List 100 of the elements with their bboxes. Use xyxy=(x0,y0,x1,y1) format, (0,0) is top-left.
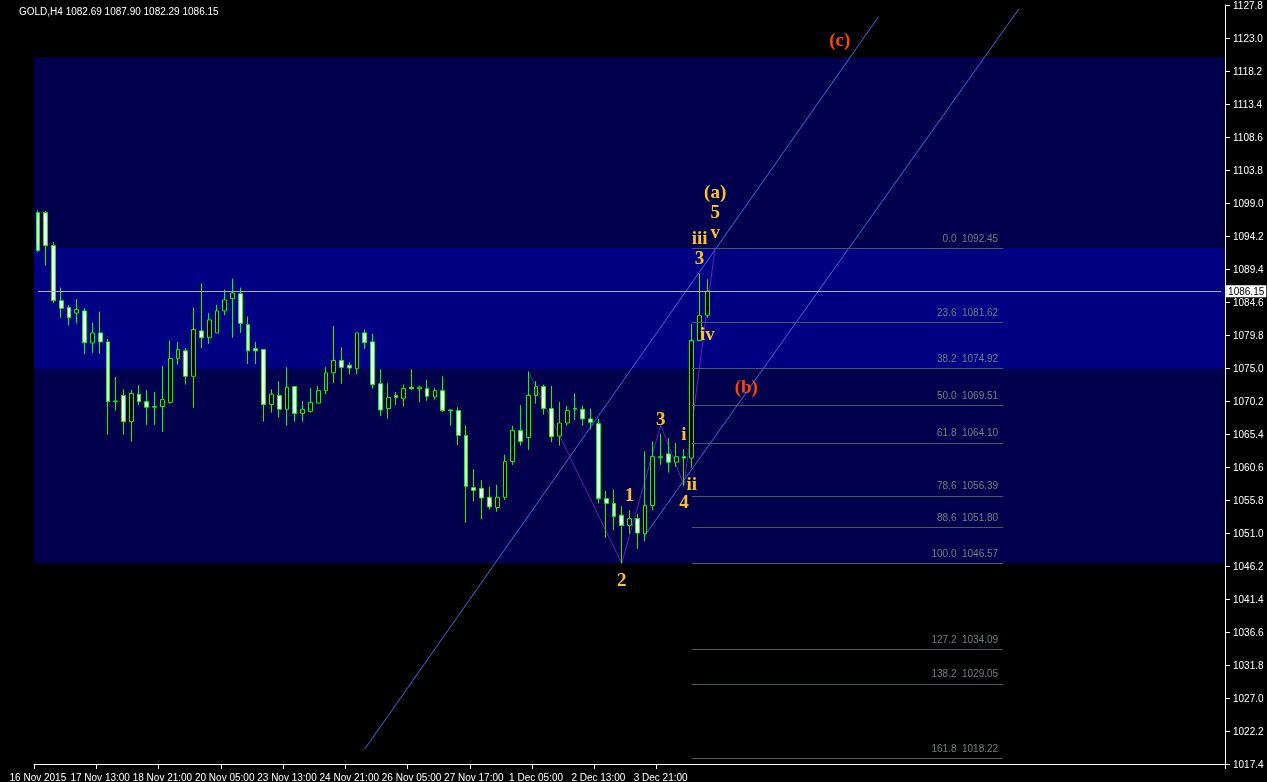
candlestick xyxy=(347,362,352,375)
candlestick xyxy=(316,385,321,404)
annotation: (c) xyxy=(829,28,851,51)
candlestick xyxy=(627,509,632,535)
annotation: 5 xyxy=(710,201,720,223)
ref-line-label: 0.0 1092.45 xyxy=(942,232,999,244)
candlestick xyxy=(417,385,422,403)
annotation: v xyxy=(710,221,721,243)
y-tick-label: 1127.8 xyxy=(1233,0,1264,11)
y-tick-label: 1099.0 xyxy=(1233,197,1265,209)
x-tick-label: 24 Nov 21:00 xyxy=(319,771,380,782)
candlestick xyxy=(168,340,173,405)
candlestick xyxy=(67,304,71,326)
candlestick xyxy=(300,400,305,423)
x-tick-label: 3 Dec 21:00 xyxy=(633,771,689,782)
candlestick xyxy=(464,425,468,524)
candlestick xyxy=(549,385,554,443)
candlestick xyxy=(230,278,235,339)
candlestick xyxy=(246,315,250,365)
candlestick xyxy=(456,406,461,446)
ref-line-label: 38.2 1074.92 xyxy=(936,353,999,365)
y-tick-label: 1070.2 xyxy=(1233,395,1265,407)
candlestick xyxy=(106,338,110,436)
candlestick xyxy=(541,384,546,416)
candlestick xyxy=(261,348,266,423)
candlestick xyxy=(580,405,585,427)
candlestick xyxy=(573,392,577,421)
y-tick-label: 1060.6 xyxy=(1233,461,1265,473)
candlestick xyxy=(705,278,710,319)
y-tick-label: 1022.2 xyxy=(1233,725,1265,737)
candlestick xyxy=(285,366,289,427)
x-tick-label: 16 Nov 2015 xyxy=(9,771,67,782)
candlestick xyxy=(565,405,570,427)
candlestick xyxy=(152,391,157,426)
candlestick xyxy=(113,376,118,412)
candlestick xyxy=(510,425,515,466)
candlestick xyxy=(137,384,141,406)
y-tick-label: 1036.6 xyxy=(1233,626,1265,638)
y-tick-label: 1108.6 xyxy=(1233,131,1264,143)
candlestick xyxy=(526,370,531,451)
annotation: 2 xyxy=(616,568,627,590)
ref-line-label: 61.8 1064.10 xyxy=(936,427,999,439)
y-tick-label: 1051.0 xyxy=(1233,527,1265,539)
candlestick xyxy=(596,418,601,504)
candlestick xyxy=(604,490,609,539)
candlestick xyxy=(440,375,445,413)
annotation: iii xyxy=(691,227,708,249)
y-tick-label: 1094.2 xyxy=(1233,230,1265,242)
y-tick-label: 1089.4 xyxy=(1233,263,1265,275)
chart-title: GOLD,H4 1082.69 1087.90 1082.29 1086.15 xyxy=(19,5,220,17)
candlestick xyxy=(362,329,367,350)
candlestick xyxy=(74,298,79,324)
ref-line-label: 78.6 1056.39 xyxy=(936,480,999,492)
candlestick xyxy=(90,322,95,354)
y-tick-label: 1113.4 xyxy=(1233,98,1263,110)
ref-line-label: 88.6 1051.80 xyxy=(936,512,999,523)
x-tick-label: 23 Nov 13:00 xyxy=(257,771,318,782)
x-tick-label: 1 Dec 05:00 xyxy=(509,771,564,782)
candlestick xyxy=(308,387,313,414)
candlestick xyxy=(176,341,180,366)
candlestick xyxy=(370,333,375,390)
y-tick-label: 1031.8 xyxy=(1233,659,1265,671)
candlestick xyxy=(448,408,453,427)
y-tick-label: 1075.0 xyxy=(1233,362,1265,374)
candlestick xyxy=(674,442,679,468)
candlestick xyxy=(215,304,219,334)
candlestick xyxy=(666,437,671,473)
candlestick xyxy=(51,241,56,304)
y-tick-label: 1103.8 xyxy=(1233,164,1264,176)
candlestick xyxy=(619,505,624,564)
annotation: 3 xyxy=(655,407,666,429)
y-tick-label: 1079.8 xyxy=(1233,329,1265,341)
candlestick xyxy=(650,441,655,511)
x-tick-label: 27 Nov 17:00 xyxy=(444,771,504,782)
y-tick-label: 1055.8 xyxy=(1233,494,1265,506)
y-tick-label: 1046.2 xyxy=(1233,560,1265,572)
y-tick-label: 1017.4 xyxy=(1233,758,1265,770)
candlestick xyxy=(394,391,398,406)
candlestick xyxy=(144,389,149,426)
candlestick xyxy=(222,289,227,316)
y-tick-label: 1041.4 xyxy=(1233,593,1265,605)
candlestick xyxy=(183,347,188,385)
candlestick xyxy=(292,386,297,423)
candlestick xyxy=(199,282,204,349)
candlestick xyxy=(635,513,640,550)
y-tick-label: 1065.4 xyxy=(1233,428,1265,440)
candlestick xyxy=(479,479,484,520)
candlestick xyxy=(557,401,562,447)
ref-line-label: 50.0 1069.51 xyxy=(936,390,999,402)
x-tick-label: 18 Nov 21:00 xyxy=(132,771,193,782)
candlestick xyxy=(82,307,87,355)
candlestick xyxy=(324,366,328,395)
candlestick xyxy=(612,489,616,531)
candlestick xyxy=(643,450,647,542)
candlestick xyxy=(238,287,243,334)
candlestick xyxy=(129,389,134,443)
candlestick xyxy=(378,368,383,417)
candlestick xyxy=(43,210,48,267)
ref-line-label: 161.8 1018.22 xyxy=(931,742,999,754)
ref-line-label: 23.6 1081.62 xyxy=(936,306,999,318)
